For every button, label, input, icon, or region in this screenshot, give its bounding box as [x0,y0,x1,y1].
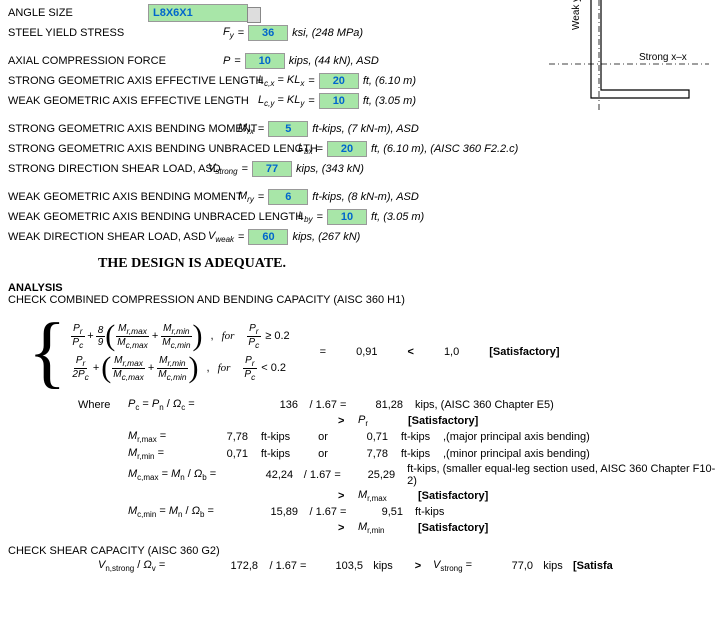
yield-stress-label: STEEL YIELD STRESS [8,27,223,39]
strong-unbraced-label: STRONG GEOMETRIC AXIS BENDING UNBRACED L… [8,143,298,155]
pc-cmp-row: > Pr [Satisfactory] [338,414,716,428]
weak-unbraced-label: WEAK GEOMETRIC AXIS BENDING UNBRACED LEN… [8,211,298,223]
vweak-metric: kips, (267 kN) [292,231,360,243]
weak-axis-label: Weak y [571,0,582,30]
where-row: Where Pc = Pn / Ωc = 136 / 1.67 = 81,28 … [78,398,716,412]
vstrong-symbol: Vstrong [208,162,238,176]
mry-metric: ft-kips, (8 kN-m), ASD [312,191,419,203]
vstrong-metric: kips, (343 kN) [296,163,364,175]
lbx-input[interactable]: 20 [327,141,367,157]
mrx-symbol: Mrx [238,122,254,136]
vweak-input[interactable]: 60 [248,229,288,245]
p-input[interactable]: 10 [245,53,285,69]
lbx-metric: ft, (6.10 m), (AISC 360 F2.2.c) [371,143,518,155]
lcy-input[interactable]: 10 [319,93,359,109]
weak-moment-label: WEAK GEOMETRIC AXIS BENDING MOMENT [8,191,238,203]
result-val: 0,91 [356,346,377,358]
result-eq: = [320,346,326,358]
angle-diagram: Weak y Strong x–x [549,0,709,110]
check2-header: CHECK SHEAR CAPACITY (AISC 360 G2) [8,545,716,557]
lcy-metric: ft, (3.05 m) [363,95,416,107]
p-metric: kips, (44 kN), ASD [289,55,379,67]
mry-input[interactable]: 6 [268,189,308,205]
vweak-symbol: Vweak [208,230,234,244]
mrmin-row: Mr,min = 0,71 ft-kips or 7,78 ft-kips ,(… [128,447,716,461]
weak-efflen-label: WEAK GEOMETRIC AXIS EFFECTIVE LENGTH [8,95,258,107]
mry-symbol: Mry [238,190,254,204]
fy-metric: ksi, (248 MPa) [292,27,363,39]
mcmin-cmp-row: > Mr,min [Satisfactory] [338,521,716,535]
angle-size-label: ANGLE SIZE [8,7,148,19]
lbx-symbol: Lbx [298,142,313,156]
p-symbol: P [223,55,230,67]
formula-block: { PrPc + 89 ( Mr,maxMc,max + Mr,minMc,mi… [28,312,716,392]
adequate-result: THE DESIGN IS ADEQUATE. [98,256,716,272]
strong-moment-label: STRONG GEOMETRIC AXIS BENDING MOMENT [8,123,238,135]
equals: = [234,27,248,39]
axial-force-label: AXIAL COMPRESSION FORCE [8,55,223,67]
result-cmp: < [408,346,414,358]
mcmax-cmp-row: > Mr,max [Satisfactory] [338,489,716,503]
mrx-metric: ft-kips, (7 kN-m), ASD [312,123,419,135]
mrmax-row: Mr,max = 7,78 ft-kips or 0,71 ft-kips ,(… [128,430,716,444]
mcmax-row: Mc,max = Mn / Ωb = 42,24 / 1.67 = 25,29 … [128,463,716,487]
check1-header: CHECK COMBINED COMPRESSION AND BENDING C… [8,294,716,306]
analysis-header: ANALYSIS [8,282,716,294]
lby-metric: ft, (3.05 m) [371,211,424,223]
result-sat: [Satisfactory] [489,346,559,358]
vn-row: Vn,strong / Ωv = 172,8 / 1.67 = 103,5 ki… [98,559,716,573]
mrx-input[interactable]: 5 [268,121,308,137]
mcmin-row: Mc,min = Mn / Ωb = 15,89 / 1.67 = 9,51 f… [128,505,716,519]
lby-symbol: Lby [298,210,313,224]
strong-axis-label: Strong x–x [639,52,687,63]
lcx-metric: ft, (6.10 m) [363,75,416,87]
lcx-symbol: Lc,x = KLx [258,74,304,88]
vstrong-input[interactable]: 77 [252,161,292,177]
result-limit: 1,0 [444,346,459,358]
lcx-input[interactable]: 20 [319,73,359,89]
strong-efflen-label: STRONG GEOMETRIC AXIS EFFECTIVE LENGTH [8,75,258,87]
fy-input[interactable]: 36 [248,25,288,41]
angle-size-dropdown[interactable]: L8X6X1 [148,4,248,22]
weak-shear-label: WEAK DIRECTION SHEAR LOAD, ASD [8,231,208,243]
lcy-symbol: Lc,y = KLy [258,94,304,108]
strong-shear-label: STRONG DIRECTION SHEAR LOAD, ASD [8,163,208,175]
fy-symbol: Fy [223,26,234,40]
lby-input[interactable]: 10 [327,209,367,225]
